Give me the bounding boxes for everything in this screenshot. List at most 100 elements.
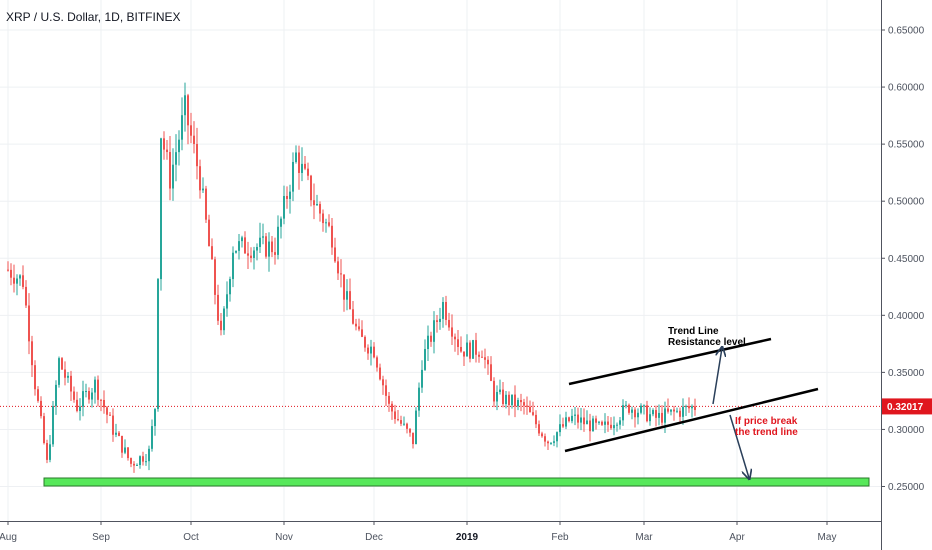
candle-body xyxy=(304,163,306,169)
time-axis[interactable]: Aug Sep Oct Nov Dec 2019 Feb Mar Apr May xyxy=(0,521,881,543)
candle-body xyxy=(118,432,120,436)
candle-body xyxy=(115,432,117,435)
candle-body xyxy=(535,414,537,425)
candle-body xyxy=(121,435,123,453)
candle-body xyxy=(61,358,63,370)
candle-body xyxy=(70,375,72,392)
candle-body xyxy=(388,395,390,404)
support-zone xyxy=(43,477,870,487)
candle-body xyxy=(13,277,15,284)
time-tick-label: 2019 xyxy=(456,532,479,543)
candle-body xyxy=(418,387,420,411)
candle-body xyxy=(289,191,291,199)
price-tick-label: 0.45000 xyxy=(888,254,925,265)
price-axis[interactable]: 0.65000 0.60000 0.55000 0.50000 0.45000 0.400… xyxy=(881,0,925,550)
candle-body xyxy=(349,291,351,310)
candle-body xyxy=(103,399,105,408)
candle-body xyxy=(316,203,318,206)
candle-body xyxy=(226,294,228,309)
candle-body xyxy=(88,391,90,400)
candle-body xyxy=(559,424,561,433)
candle-body xyxy=(652,410,654,415)
candle-body xyxy=(628,404,630,413)
candle-body xyxy=(514,394,516,407)
candle-body xyxy=(589,420,591,432)
candle-body xyxy=(694,406,696,411)
break-line2-text: the trend line xyxy=(735,427,798,438)
resistance-level-text: Resistance level xyxy=(668,337,746,348)
chart-grid xyxy=(0,0,881,521)
candle-body xyxy=(241,237,243,242)
candle-body xyxy=(619,420,621,425)
candle-body xyxy=(16,278,18,284)
candle-body xyxy=(313,200,315,206)
candle-body xyxy=(334,247,336,262)
candle-body xyxy=(43,416,45,444)
candle-body xyxy=(511,394,513,406)
time-tick-label: Dec xyxy=(365,532,383,543)
channel-lower-line xyxy=(564,387,819,453)
candle-body xyxy=(466,342,468,357)
candle-body xyxy=(79,406,81,411)
candle-body xyxy=(691,406,693,409)
candle-body xyxy=(343,274,345,300)
candle-body xyxy=(367,347,369,354)
candle-body xyxy=(469,342,471,359)
candle-body xyxy=(586,420,588,425)
candle-body xyxy=(526,405,528,407)
current-price-tag xyxy=(882,398,932,415)
candle-body xyxy=(196,143,198,167)
candle-body xyxy=(292,161,294,192)
candle-body xyxy=(496,391,498,402)
candle-body xyxy=(184,95,186,116)
candle-body xyxy=(568,417,570,422)
time-tick-label: Aug xyxy=(0,532,17,543)
candle-body xyxy=(439,318,441,322)
candle-body xyxy=(157,279,159,409)
candle-body xyxy=(133,463,135,466)
time-tick-label: Apr xyxy=(729,532,745,543)
chart-title: XRP / U.S. Dollar, 1D, BITFINEX xyxy=(6,10,181,24)
drawing-overlays: 0.32017 xyxy=(0,337,932,487)
candle-body xyxy=(355,323,357,327)
candle-body xyxy=(22,275,24,287)
time-tick-label: Sep xyxy=(92,532,110,543)
candle-body xyxy=(244,237,246,254)
candle-body xyxy=(271,241,273,253)
candle-body xyxy=(109,414,111,416)
time-tick-label: May xyxy=(818,532,837,543)
candle-body xyxy=(160,138,162,280)
candle-body xyxy=(91,392,93,400)
candle-body xyxy=(490,364,492,381)
candle-body xyxy=(82,391,84,407)
candle-body xyxy=(673,409,675,412)
candle-body xyxy=(250,255,252,258)
trend-line-text: Trend Line xyxy=(668,326,719,337)
candle-body xyxy=(637,412,639,418)
candle-body xyxy=(214,259,216,295)
candle-body xyxy=(163,138,165,150)
candle-body xyxy=(283,195,285,219)
candle-body xyxy=(220,320,222,331)
current-price-text: 0.32017 xyxy=(887,402,924,413)
candle-body xyxy=(247,253,249,256)
candle-body xyxy=(616,424,618,426)
candle-body xyxy=(529,406,531,413)
candle-body xyxy=(217,294,219,321)
candle-body xyxy=(400,420,402,424)
candle-body xyxy=(37,389,39,401)
candle-body xyxy=(295,152,297,162)
candle-body xyxy=(331,225,333,248)
candle-body xyxy=(553,441,555,443)
candle-body xyxy=(319,203,321,214)
candle-body xyxy=(517,400,519,407)
candle-body xyxy=(493,380,495,402)
candle-body xyxy=(640,405,642,413)
price-tick-label: 0.60000 xyxy=(888,83,925,94)
candle-body xyxy=(232,252,234,280)
candle-body xyxy=(409,428,411,433)
price-tick-label: 0.55000 xyxy=(888,140,925,151)
candle-body xyxy=(364,336,366,348)
candle-body xyxy=(472,340,474,359)
